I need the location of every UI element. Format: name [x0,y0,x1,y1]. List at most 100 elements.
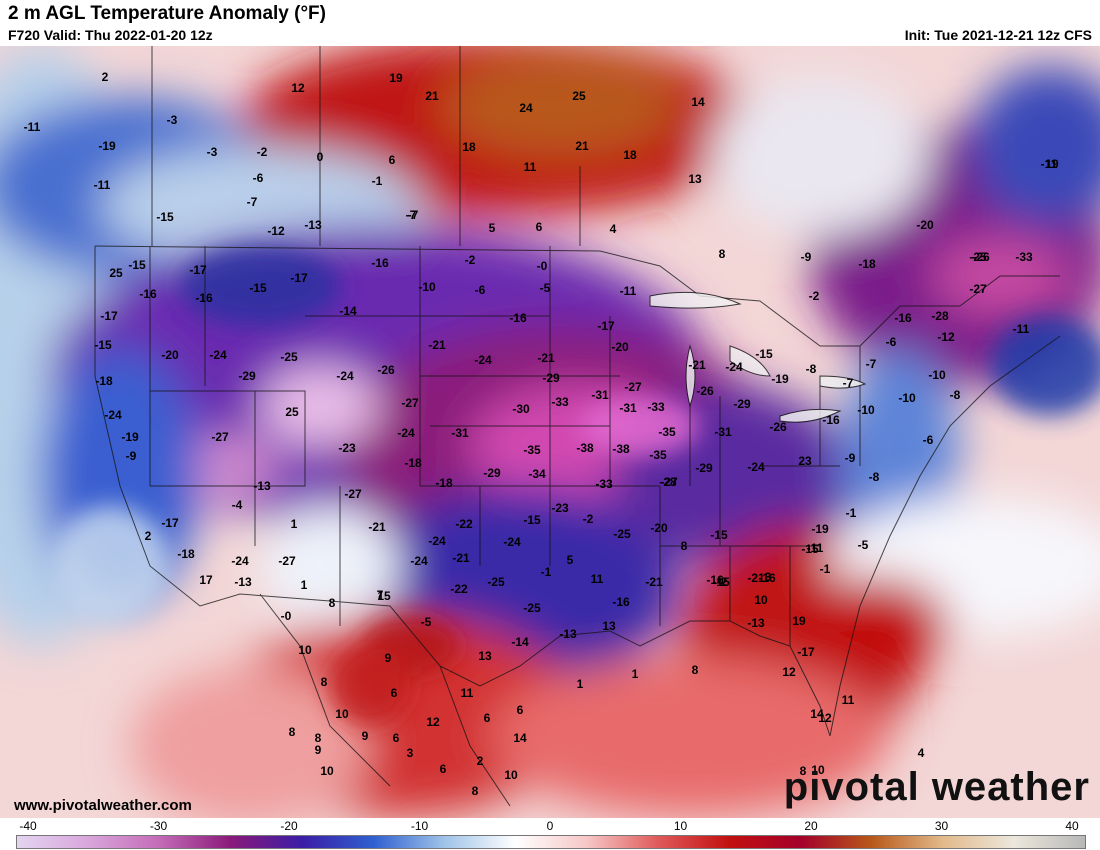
anomaly-value-label: -7 [247,195,258,209]
anomaly-value-label: -26 [972,250,990,264]
anomaly-value-label: -24 [104,408,122,422]
anomaly-value-label: -5 [540,281,551,295]
anomaly-value-label: 5 [489,221,496,235]
anomaly-value-label: 18 [623,148,637,162]
anomaly-value-label: -17 [189,263,207,277]
anomaly-value-label: 6 [484,711,491,725]
anomaly-value-label: -27 [401,396,419,410]
anomaly-value-label: 10 [811,763,825,777]
anomaly-value-label: -9 [801,250,812,264]
anomaly-value-label: -27 [624,380,642,394]
anomaly-value-label: -29 [483,466,501,480]
anomaly-value-label: -23 [338,441,356,455]
anomaly-value-label: -20 [916,218,934,232]
anomaly-value-label: 2 [102,70,109,84]
anomaly-value-label: -18 [858,257,876,271]
anomaly-value-label: -24 [474,353,492,367]
anomaly-value-label: -21 [452,551,470,565]
anomaly-value-label: 11 [842,693,855,707]
anomaly-value-label: 6 [391,686,398,700]
anomaly-value-label: 4 [610,222,617,236]
anomaly-value-label: -18 [95,374,113,388]
anomaly-value-label: -22 [455,517,473,531]
anomaly-value-label: -19 [121,430,139,444]
anomaly-value-label: -2 [257,145,268,159]
anomaly-value-label: 18 [462,140,476,154]
colorbar-tick-label: -20 [280,819,298,833]
anomaly-value-label: 8 [329,596,336,610]
anomaly-value-label: 15 [377,589,391,603]
anomaly-value-label: -33 [1015,250,1033,264]
anomaly-value-label: -30 [512,402,530,416]
anomaly-value-label: -10 [928,368,946,382]
anomaly-value-label: -2 [717,575,728,589]
anomaly-value-label: -15 [156,210,174,224]
anomaly-value-label: -27 [344,487,362,501]
anomaly-value-label: -10 [418,280,436,294]
anomaly-value-label: -10 [857,403,875,417]
anomaly-value-label: -21 [428,338,446,352]
anomaly-value-label: 14 [513,731,527,745]
website-url[interactable]: www.pivotalweather.com [14,797,192,814]
anomaly-value-label: -6 [253,171,264,185]
header: 2 m AGL Temperature Anomaly (°F) F720 Va… [0,0,1100,46]
anomaly-value-label: -0 [281,609,292,623]
anomaly-value-label: 10 [298,643,312,657]
anomaly-field [0,46,1100,818]
anomaly-value-label: -13 [747,616,765,630]
anomaly-value-label: 8 [315,731,322,745]
anomaly-value-label: 1 [632,667,639,681]
anomaly-value-label: -5 [421,615,432,629]
anomaly-value-label: 21 [575,139,589,153]
anomaly-value-label: 7 [377,588,384,602]
map-area[interactable]: 2 12 19 21 25 24 14 -11 -3 -19 -3 -2 0 6 18 11 21 18 -11 -6… [0,46,1100,818]
anomaly-value-label: -19 [811,522,829,536]
anomaly-value-label: 8 [692,663,699,677]
anomaly-value-label: -10 [898,391,916,405]
anomaly-value-label: -31 [591,388,609,402]
anomaly-value-label: 1 [301,578,308,592]
anomaly-value-label: -28 [931,309,949,323]
anomaly-value-label: -26 [769,420,787,434]
anomaly-value-label: -6 [923,433,934,447]
anomaly-value-label: 8 [472,784,479,798]
anomaly-value-label: -15 [523,513,541,527]
anomaly-value-label: -29 [733,397,751,411]
anomaly-value-label: -6 [886,335,897,349]
anomaly-value-label: -14 [339,304,357,318]
anomaly-value-label: 13 [602,619,616,633]
anomaly-value-label: -16 [822,413,840,427]
anomaly-value-label: 8 [800,764,807,778]
anomaly-value-label: 25 [285,405,299,419]
anomaly-value-label: -2 [809,289,820,303]
anomaly-value-label: 11 [461,686,474,700]
anomaly-value-label: 2 [477,754,484,768]
anomaly-value-label: 12 [818,711,832,725]
anomaly-value-label: -22 [450,582,468,596]
anomaly-value-label: -17 [797,645,815,659]
anomaly-value-label: -7 [408,208,419,222]
anomaly-value-label: -25 [969,250,987,264]
anomaly-value-label: -24 [231,554,249,568]
anomaly-value-label: -31 [619,401,637,415]
anomaly-value-label: -1 [372,174,383,188]
anomaly-value-label: 25 [572,89,586,103]
anomaly-value-label: 10 [335,707,349,721]
anomaly-value-label: 12 [426,715,440,729]
colorbar-gradient [16,835,1086,849]
brand-logo: pivotal weather [783,765,1090,809]
anomaly-value-label: -16 [612,595,630,609]
boundaries [94,46,1061,807]
anomaly-value-label: 13 [478,649,492,663]
anomaly-value-label: 8 [719,247,726,261]
anomaly-value-label: 19 [1045,157,1059,171]
anomaly-value-label: -24 [428,534,446,548]
anomaly-value-label: -13 [253,479,271,493]
anomaly-value-label: 8 [321,675,328,689]
anomaly-value-label: -38 [612,442,630,456]
colorbar-tick-label: -10 [410,819,429,833]
anomaly-value-label: -7 [843,376,854,390]
anomaly-value-label: -18 [177,547,195,561]
anomaly-value-label: -21 [645,575,663,589]
